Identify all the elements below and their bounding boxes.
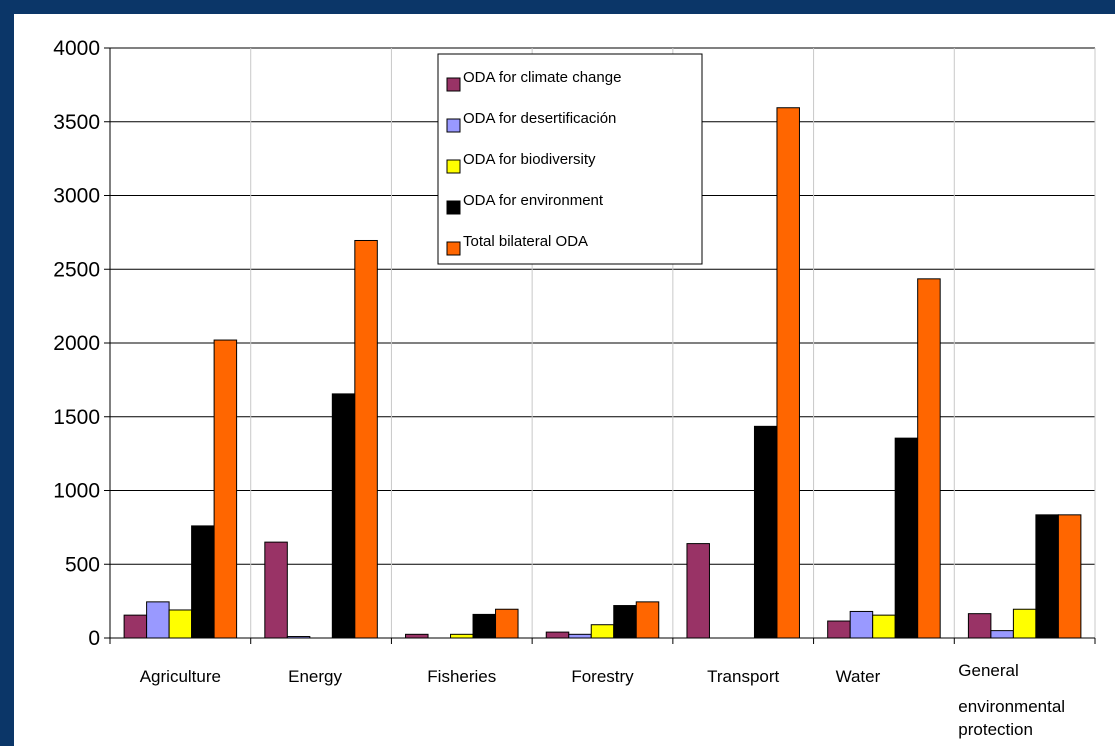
y-tick-label-7: 3500 bbox=[53, 111, 100, 134]
bar-5-1 bbox=[849, 610, 874, 639]
bar-6-0 bbox=[967, 613, 992, 639]
x-category-labels: Agriculture Energy Fisheries Forestry Transp… bbox=[140, 661, 1065, 739]
legend-swatch-2 bbox=[446, 159, 461, 174]
y-tick-label-6: 3000 bbox=[53, 185, 100, 208]
bar-3-1 bbox=[568, 633, 592, 639]
bar-0-2 bbox=[168, 609, 193, 639]
bar-marks bbox=[123, 107, 1082, 639]
bar-0-0 bbox=[123, 614, 148, 639]
bar-4-3 bbox=[753, 425, 778, 639]
bar-5-2 bbox=[872, 614, 896, 639]
x-category-label-6-line-1: environmental bbox=[958, 697, 1065, 716]
y-tick-label-0: 0 bbox=[88, 627, 100, 650]
legend-swatch-0 bbox=[446, 77, 461, 92]
bar-2-2 bbox=[450, 633, 474, 639]
bar-2-0 bbox=[405, 633, 429, 639]
bar-3-4 bbox=[635, 601, 660, 639]
bar-6-1 bbox=[990, 630, 1014, 639]
y-tick-labels: 0 500 1000 1500 2000 2500 3000 3500 4000 bbox=[53, 37, 100, 650]
bar-2-3 bbox=[472, 613, 497, 639]
axes bbox=[104, 47, 1096, 644]
bar-3-3 bbox=[613, 605, 637, 639]
bar-1-0 bbox=[264, 541, 288, 639]
bar-1-3 bbox=[331, 393, 356, 639]
y-tick-label-1: 500 bbox=[65, 553, 100, 576]
legend-label-3: ODA for environment bbox=[463, 192, 604, 209]
legend-label-2: ODA for biodiversity bbox=[463, 151, 596, 168]
x-category-label-3: Forestry bbox=[571, 667, 634, 686]
legend: ODA for climate change ODA for desertific… bbox=[437, 53, 703, 265]
bar-5-4 bbox=[917, 278, 941, 639]
bar-4-4 bbox=[776, 107, 800, 639]
chart-frame: 0 500 1000 1500 2000 2500 3000 3500 4000 Agricul… bbox=[14, 14, 1115, 746]
legend-swatch-3 bbox=[446, 200, 461, 215]
bar-0-3 bbox=[191, 525, 215, 639]
x-category-label-6-line-0: General bbox=[958, 661, 1018, 680]
x-category-label-1: Energy bbox=[288, 667, 342, 686]
y-tick-label-5: 2500 bbox=[53, 258, 100, 281]
bar-3-0 bbox=[545, 631, 570, 639]
bar-6-2 bbox=[1012, 608, 1037, 639]
x-category-label-0: Agriculture bbox=[140, 667, 221, 686]
bar-2-4 bbox=[495, 608, 519, 639]
x-category-label-6-line-2: protection bbox=[958, 720, 1033, 739]
bar-6-4 bbox=[1057, 514, 1082, 639]
legend-swatch-1 bbox=[446, 118, 461, 133]
y-tick-label-4: 2000 bbox=[53, 332, 100, 355]
bar-5-0 bbox=[827, 620, 851, 639]
legend-label-4: Total bilateral ODA bbox=[463, 233, 588, 250]
bar-4-0 bbox=[686, 543, 710, 639]
bar-3-2 bbox=[590, 624, 615, 639]
x-category-label-4: Transport bbox=[707, 667, 779, 686]
y-tick-label-8: 4000 bbox=[53, 37, 100, 60]
bar-0-1 bbox=[146, 601, 170, 639]
bar-chart: 0 500 1000 1500 2000 2500 3000 3500 4000 Agricul… bbox=[53, 37, 1096, 739]
bar-6-3 bbox=[1035, 514, 1059, 639]
bar-1-4 bbox=[354, 239, 378, 639]
x-category-label-2: Fisheries bbox=[427, 667, 496, 686]
x-category-label-5: Water bbox=[836, 667, 881, 686]
legend-label-0: ODA for climate change bbox=[463, 69, 621, 86]
bar-0-4 bbox=[213, 339, 238, 639]
legend-box bbox=[437, 53, 703, 265]
y-tick-label-3: 1500 bbox=[53, 406, 100, 429]
legend-label-1: ODA for desertificación bbox=[463, 110, 616, 127]
y-tick-label-2: 1000 bbox=[53, 480, 100, 503]
bar-5-3 bbox=[894, 437, 919, 639]
legend-swatch-4 bbox=[446, 241, 461, 256]
